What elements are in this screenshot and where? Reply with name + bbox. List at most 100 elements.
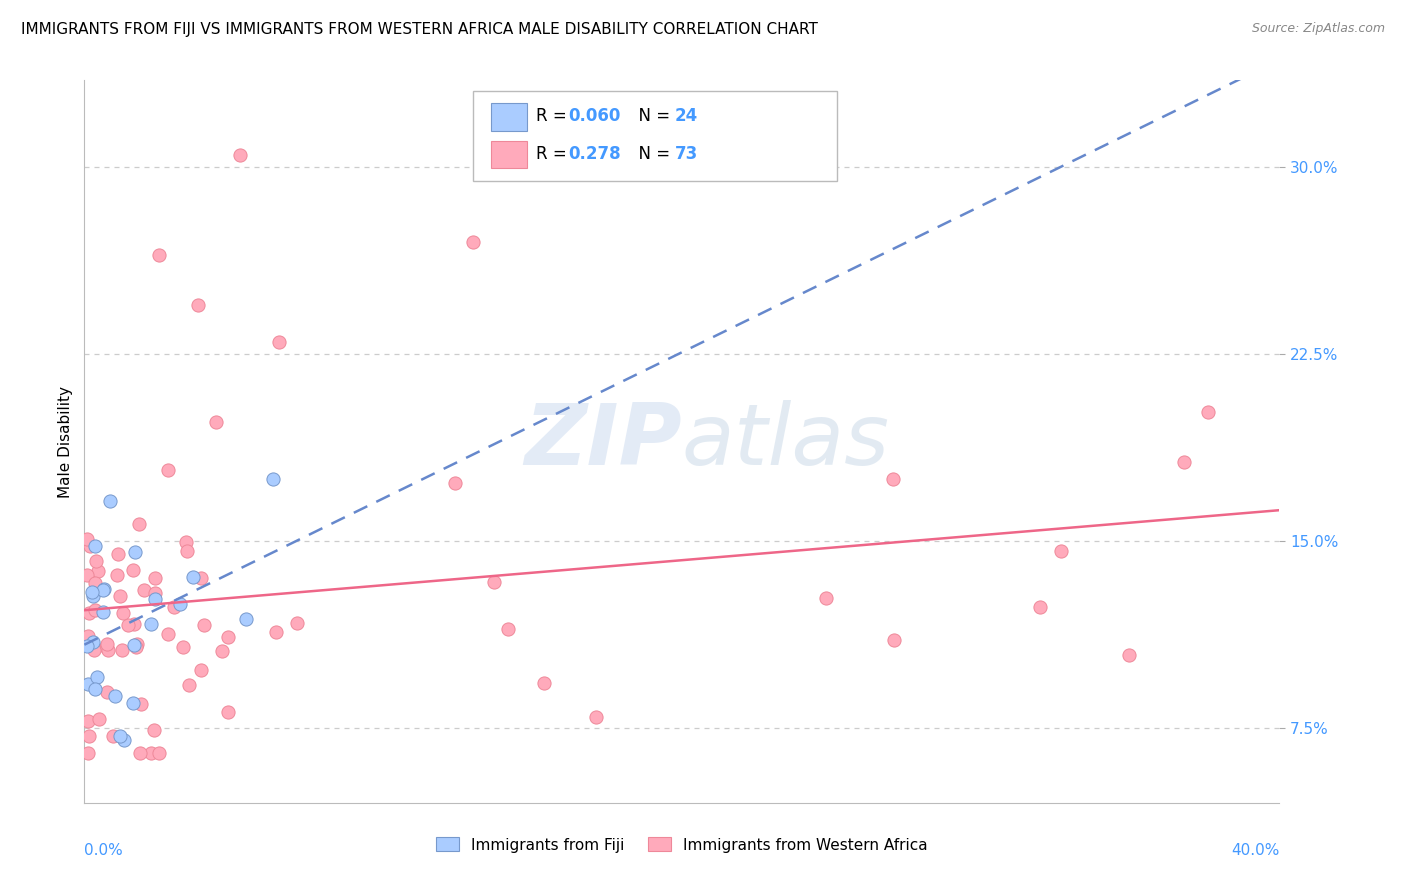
- Point: [82, 589, 104, 603]
- Point: [187, 297, 209, 311]
- Point: [84, 681, 107, 696]
- Point: [190, 571, 212, 585]
- Point: [83, 575, 105, 590]
- Point: [461, 235, 484, 250]
- Point: [156, 627, 179, 641]
- Legend: Immigrants from Fiji, Immigrants from Western Africa: Immigrants from Fiji, Immigrants from We…: [429, 830, 935, 860]
- Point: [96, 640, 118, 654]
- Point: [163, 599, 186, 614]
- Point: [264, 624, 287, 639]
- Point: [110, 729, 132, 743]
- Text: R =: R =: [536, 145, 572, 163]
- Point: [77, 729, 100, 743]
- Point: [217, 705, 239, 719]
- Point: [217, 630, 239, 644]
- Point: [112, 733, 135, 747]
- Text: 24: 24: [675, 107, 697, 126]
- Point: [228, 148, 252, 162]
- Y-axis label: Male Disability: Male Disability: [58, 385, 73, 498]
- Point: [193, 618, 215, 632]
- Point: [129, 698, 152, 712]
- Point: [262, 472, 284, 486]
- Point: [533, 676, 555, 690]
- Point: [444, 476, 467, 491]
- Text: ZIP: ZIP: [524, 400, 682, 483]
- Point: [156, 463, 179, 477]
- Point: [128, 746, 150, 760]
- Point: [122, 617, 145, 632]
- Point: [127, 636, 149, 650]
- Point: [148, 746, 170, 760]
- Point: [86, 670, 108, 684]
- Point: [883, 633, 905, 648]
- Point: [105, 567, 128, 582]
- Point: [235, 612, 257, 626]
- Point: [84, 554, 107, 568]
- Text: N =: N =: [628, 107, 675, 126]
- Point: [169, 597, 191, 611]
- Point: [142, 723, 165, 738]
- Point: [79, 539, 101, 553]
- Point: [1173, 455, 1195, 469]
- Text: atlas: atlas: [682, 400, 890, 483]
- Text: Source: ZipAtlas.com: Source: ZipAtlas.com: [1251, 22, 1385, 36]
- Point: [76, 532, 98, 546]
- Point: [1050, 544, 1073, 558]
- Point: [122, 639, 145, 653]
- Point: [814, 591, 837, 605]
- Point: [76, 639, 98, 653]
- Text: R =: R =: [536, 107, 572, 126]
- Point: [143, 586, 166, 600]
- Point: [96, 685, 118, 699]
- Point: [122, 696, 145, 710]
- Point: [112, 606, 135, 620]
- Point: [482, 574, 505, 589]
- Point: [496, 623, 519, 637]
- Text: 0.278: 0.278: [568, 145, 621, 163]
- Point: [98, 494, 121, 508]
- Point: [96, 637, 118, 651]
- Point: [204, 415, 226, 429]
- Text: 40.0%: 40.0%: [1232, 843, 1279, 857]
- Point: [1028, 599, 1050, 614]
- Text: 0.0%: 0.0%: [84, 843, 124, 857]
- Point: [111, 643, 134, 657]
- Point: [121, 563, 143, 577]
- Point: [285, 616, 308, 631]
- Point: [181, 570, 204, 584]
- Point: [143, 591, 166, 606]
- Point: [103, 729, 125, 743]
- Point: [125, 640, 148, 654]
- Point: [91, 582, 114, 597]
- Point: [148, 248, 170, 262]
- Point: [190, 663, 212, 677]
- Point: [97, 643, 120, 657]
- Point: [176, 544, 198, 558]
- Point: [1118, 648, 1140, 662]
- Point: [77, 746, 100, 760]
- FancyBboxPatch shape: [491, 103, 527, 131]
- Point: [882, 472, 904, 486]
- Point: [84, 603, 107, 617]
- Point: [139, 746, 162, 760]
- Point: [77, 714, 100, 728]
- Point: [82, 634, 104, 648]
- Point: [91, 605, 114, 619]
- FancyBboxPatch shape: [491, 141, 527, 169]
- Point: [104, 689, 127, 703]
- Point: [585, 710, 607, 724]
- Point: [211, 644, 233, 658]
- Point: [174, 535, 197, 549]
- Point: [76, 568, 98, 582]
- Point: [77, 606, 100, 620]
- Point: [107, 547, 129, 561]
- Point: [267, 334, 290, 349]
- Point: [76, 629, 98, 643]
- Point: [179, 678, 201, 692]
- Point: [143, 571, 166, 585]
- Point: [82, 638, 104, 652]
- Point: [108, 589, 131, 603]
- Point: [124, 545, 146, 559]
- Point: [83, 642, 105, 657]
- Point: [87, 564, 110, 578]
